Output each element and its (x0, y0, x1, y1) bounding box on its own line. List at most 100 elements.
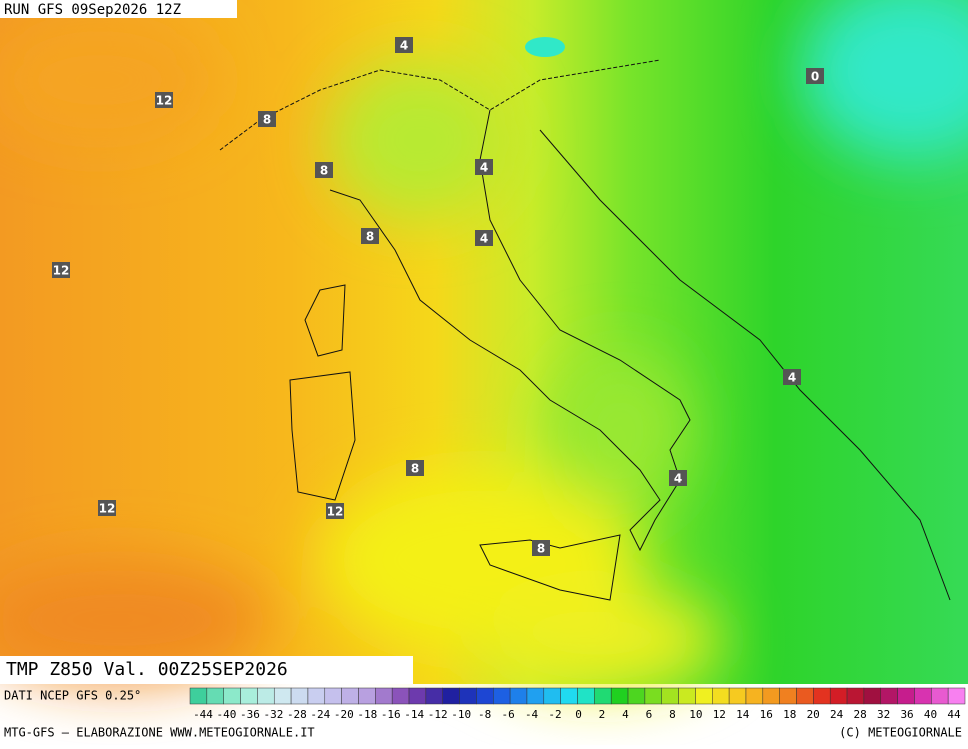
contour-label: 12 (156, 94, 173, 108)
contour-label-box (52, 262, 70, 278)
colorbar-swatch (391, 687, 410, 705)
colorbar-swatch (829, 687, 848, 705)
colorbar-swatch (425, 687, 443, 705)
colorbar-swatch (863, 687, 882, 705)
colorbar-swatch (897, 687, 915, 705)
colorbar-swatch (577, 687, 595, 705)
contour-label-box (315, 162, 333, 178)
colorbar-swatch (526, 687, 545, 705)
colorbar-label: -32 (263, 708, 283, 721)
colorbar-label: 24 (830, 708, 844, 721)
colorbar-swatch (678, 687, 696, 705)
colorbar-label: 10 (689, 708, 702, 721)
contour-labels: 4 0 12 8 8 4 8 4 12 4 8 4 12 12 8 (52, 37, 824, 556)
contour-label-box (532, 540, 550, 556)
contour-label-box (783, 369, 801, 385)
run-label: RUN GFS 09Sep2026 12Z (4, 2, 181, 18)
colorbar-swatch (240, 687, 258, 705)
colorbar-swatch (931, 687, 949, 705)
temperature-field (0, 0, 968, 690)
contour-label: 4 (480, 232, 488, 246)
colorbar-label: 6 (646, 708, 653, 721)
colorbar-label: 14 (736, 708, 750, 721)
colorbar-swatch (206, 687, 224, 705)
colorbar-label: 36 (900, 708, 913, 721)
colorbar-label: -14 (404, 708, 424, 721)
colorbar-label: -20 (334, 708, 354, 721)
colorbar-swatch (610, 687, 629, 705)
contour-label-box (155, 92, 173, 108)
colorbar-label: 28 (854, 708, 867, 721)
colorbar-label: 2 (599, 708, 606, 721)
colorbar-swatch (290, 687, 309, 705)
colorbar-label: -6 (501, 708, 514, 721)
colorbar-label: 0 (575, 708, 582, 721)
colorbar-label: 16 (760, 708, 773, 721)
colorbar-swatch (594, 687, 612, 705)
colorbar-label: -28 (287, 708, 307, 721)
contour-label-box (395, 37, 413, 53)
contour-label: 12 (327, 505, 344, 519)
contour-label-box (361, 228, 379, 244)
colorbar-label: 20 (807, 708, 820, 721)
colorbar-label: -4 (525, 708, 539, 721)
copyright-label: (C) METEOGIORNALE (839, 726, 962, 740)
colorbar-swatch (712, 687, 730, 705)
colorbar-swatch (644, 687, 662, 705)
colorbar-swatch (189, 687, 208, 705)
colorbar-label: -2 (548, 708, 561, 721)
contour-label-box (406, 460, 424, 476)
colorbar-label: -44 (193, 708, 213, 721)
colorbar-swatch (627, 687, 646, 705)
colorbar-swatch (341, 687, 359, 705)
contour-label-box (326, 503, 344, 519)
colorbar-label: -24 (310, 708, 330, 721)
source-label: DATI NCEP GFS 0.25° (4, 689, 141, 703)
colorbar: -44 -40 -36 -32 -28 -24 -20 -18 -16 -14 -12 -10 -8 -6… (189, 687, 966, 721)
colorbar-label: -36 (240, 708, 260, 721)
colorbar-label: -16 (381, 708, 401, 721)
colorbar-swatch (813, 687, 831, 705)
contour-label-box (98, 500, 116, 516)
contour-label: 8 (320, 164, 328, 178)
contour-label: 12 (99, 502, 116, 516)
colorbar-swatch (442, 687, 460, 705)
contour-label: 4 (674, 472, 682, 486)
colorbar-swatch (223, 687, 241, 705)
contour-label: 4 (400, 39, 408, 53)
contour-label: 8 (263, 113, 271, 127)
colorbar-swatch (476, 687, 494, 705)
colorbar-label: -40 (217, 708, 237, 721)
field-label: TMP Z850 Val. 00Z25SEP2026 (6, 659, 288, 680)
colorbar-swatch (543, 687, 561, 705)
contour-label: 4 (788, 371, 796, 385)
colorbar-swatch (762, 687, 780, 705)
colorbar-swatch (493, 687, 511, 705)
contour-label: 8 (537, 542, 545, 556)
colorbar-swatch (307, 687, 326, 705)
colorbar-swatch (695, 687, 713, 705)
contour-label: 8 (366, 230, 374, 244)
colorbar-label: 44 (947, 708, 961, 721)
colorbar-swatch (273, 687, 292, 705)
contour-label-box (669, 470, 687, 486)
colorbar-label: 40 (924, 708, 937, 721)
colorbar-label: -10 (451, 708, 471, 721)
colorbar-label: -8 (478, 708, 491, 721)
coastlines (219, 59, 951, 601)
contour-label-box (806, 68, 824, 84)
colorbar-label: 8 (669, 708, 676, 721)
colorbar-swatch (257, 687, 275, 705)
colorbar-swatch (779, 687, 797, 705)
colorbar-swatch (947, 687, 966, 705)
contour-label: 4 (480, 161, 488, 175)
colorbar-swatch (324, 687, 342, 705)
colorbar-swatch (796, 687, 814, 705)
colorbar-swatch (745, 687, 764, 705)
colorbar-label: 18 (783, 708, 796, 721)
colorbar-swatch (459, 687, 477, 705)
colorbar-swatch (509, 687, 528, 705)
contour-label: 8 (411, 462, 419, 476)
colorbar-swatch (358, 687, 376, 705)
